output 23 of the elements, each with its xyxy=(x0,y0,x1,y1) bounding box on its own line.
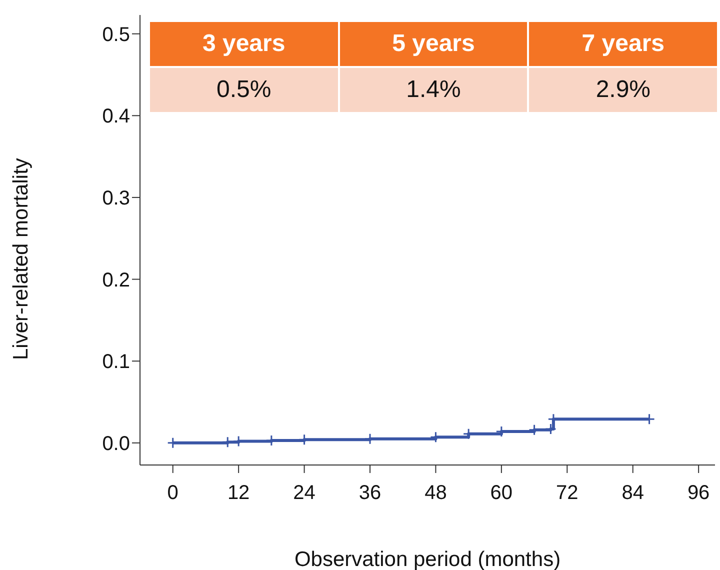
annotation: 1.4% xyxy=(340,68,528,112)
annotation: 7 years xyxy=(529,22,717,66)
y-tick-label: 0.2 xyxy=(102,269,130,292)
y-tick-label: 0.0 xyxy=(102,433,130,456)
annotation: 0.5% xyxy=(150,68,338,112)
x-tick-label: 96 xyxy=(687,482,710,504)
y-tick-label: 0.3 xyxy=(102,188,130,210)
y-tick-label: 0.5 xyxy=(102,24,130,46)
x-tick-label: 48 xyxy=(424,482,447,504)
annotation: 5 years xyxy=(340,22,528,66)
x-tick-label: 36 xyxy=(358,482,382,504)
annotation: 2.9% xyxy=(529,68,717,112)
x-axis-title: Observation period (months) xyxy=(294,548,561,570)
x-tick-label: 12 xyxy=(227,482,250,504)
y-axis-title: Liver-related mortality xyxy=(9,158,32,360)
x-tick-label: 84 xyxy=(622,482,644,504)
x-tick-label: 24 xyxy=(293,482,316,504)
x-tick-label: 60 xyxy=(490,482,513,504)
y-tick-label: 0.4 xyxy=(102,106,130,128)
x-tick-label: 72 xyxy=(556,482,578,504)
x-tick-label: 0 xyxy=(167,482,178,504)
annotation: 3 years xyxy=(150,22,338,66)
y-tick-label: 0.1 xyxy=(102,351,130,374)
